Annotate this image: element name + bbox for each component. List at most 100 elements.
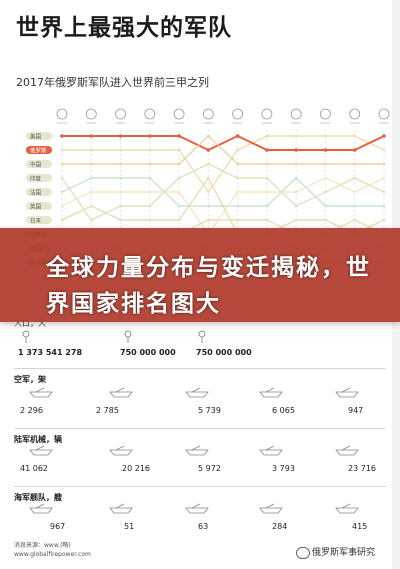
divider (14, 486, 386, 487)
air-stat: 6 065 (272, 406, 295, 415)
data-point (324, 204, 327, 208)
data-point (294, 134, 298, 138)
data-point (236, 176, 239, 180)
data-point (60, 176, 64, 180)
data-point (294, 218, 298, 222)
vehicle-icon (109, 391, 133, 398)
data-point (382, 148, 386, 152)
data-point (382, 162, 386, 166)
navy-stat: 51 (124, 522, 135, 531)
data-point (89, 134, 94, 138)
data-point (177, 176, 181, 180)
country-label-pill (26, 202, 52, 210)
vehicle-icon-detail (35, 503, 45, 509)
data-point (90, 148, 93, 152)
data-point (207, 218, 210, 222)
vehicle-icon (29, 391, 53, 398)
vehicle-icon (335, 507, 359, 514)
data-point (207, 176, 210, 180)
data-point (236, 162, 239, 166)
data-point (294, 204, 298, 208)
vehicle-icon (109, 449, 133, 456)
air-stat: 5 739 (198, 406, 221, 415)
series-line (61, 163, 385, 221)
vehicle-icon (335, 449, 359, 456)
data-point (353, 190, 356, 194)
navy-stat: 63 (198, 522, 209, 531)
data-point (148, 218, 152, 222)
data-point (90, 176, 93, 180)
data-point (324, 176, 327, 180)
data-point (148, 190, 152, 194)
data-point (119, 204, 122, 208)
data-point (148, 204, 152, 208)
vehicle-icon-detail (191, 387, 201, 393)
series-line (62, 135, 385, 151)
data-point (353, 162, 356, 166)
watermark: 俄罗斯军事研究 (296, 545, 375, 559)
category-icon (378, 108, 390, 120)
land-stat: 3 793 (272, 464, 295, 473)
category-icon (232, 108, 244, 120)
data-point (207, 204, 210, 208)
data-point (236, 190, 239, 194)
data-point (324, 134, 327, 138)
divider (14, 368, 386, 369)
person-icon (22, 330, 30, 338)
vehicle-icon-detail (341, 445, 351, 451)
data-point (265, 204, 269, 208)
population-unit-label: 人口，人 (14, 319, 46, 328)
data-point (90, 204, 93, 208)
source-line: 消息来源：www.(略) (14, 542, 71, 549)
data-point (177, 134, 181, 138)
series-line (62, 135, 384, 165)
navy-stat: 967 (50, 522, 66, 531)
country-label: 英国 (30, 203, 42, 211)
data-point (236, 148, 239, 152)
land-stat: 20 216 (122, 464, 150, 473)
navy-stat: 284 (272, 522, 288, 531)
series-line (61, 177, 385, 235)
vehicle-icon (29, 449, 53, 456)
data-point (148, 176, 152, 180)
data-point (324, 218, 327, 222)
data-point (177, 204, 181, 208)
country-label: 法国 (30, 189, 42, 197)
data-point (60, 134, 64, 138)
country-label: 印度 (30, 175, 42, 183)
data-point (90, 190, 93, 194)
data-point (323, 148, 328, 152)
population-stat: 750 000 000 (120, 348, 176, 357)
country-label: 美国 (30, 133, 42, 141)
data-point (353, 134, 356, 138)
country-label-pill (26, 160, 52, 168)
category-icon (349, 108, 361, 120)
vehicle-icon-detail (265, 387, 275, 393)
data-point (353, 204, 356, 208)
data-point (294, 190, 298, 194)
vehicle-icon-detail (35, 387, 45, 393)
data-point (60, 190, 64, 194)
data-point (382, 176, 386, 180)
country-label: 日本 (30, 217, 42, 225)
category-icon (261, 108, 273, 120)
data-point (119, 176, 122, 180)
navy-stat: 415 (352, 522, 368, 531)
data-point (177, 162, 181, 166)
data-point (118, 134, 123, 138)
data-point (294, 148, 298, 152)
country-label-pill (26, 146, 52, 154)
vehicle-icon-detail (191, 503, 201, 509)
data-point (294, 176, 298, 180)
country-label-pill (26, 216, 52, 224)
vehicle-icon (259, 507, 283, 514)
banner-headline: 全球力量分布与变迁揭秘，世界国家排名图大 (46, 255, 371, 317)
category-icon (173, 108, 185, 120)
page-title: 世界上最强大的军队 (16, 15, 232, 41)
land-stat: 23 716 (348, 464, 376, 473)
data-point (265, 134, 269, 138)
data-point (90, 162, 93, 166)
vehicle-icon-detail (115, 445, 125, 451)
data-point (382, 204, 386, 208)
